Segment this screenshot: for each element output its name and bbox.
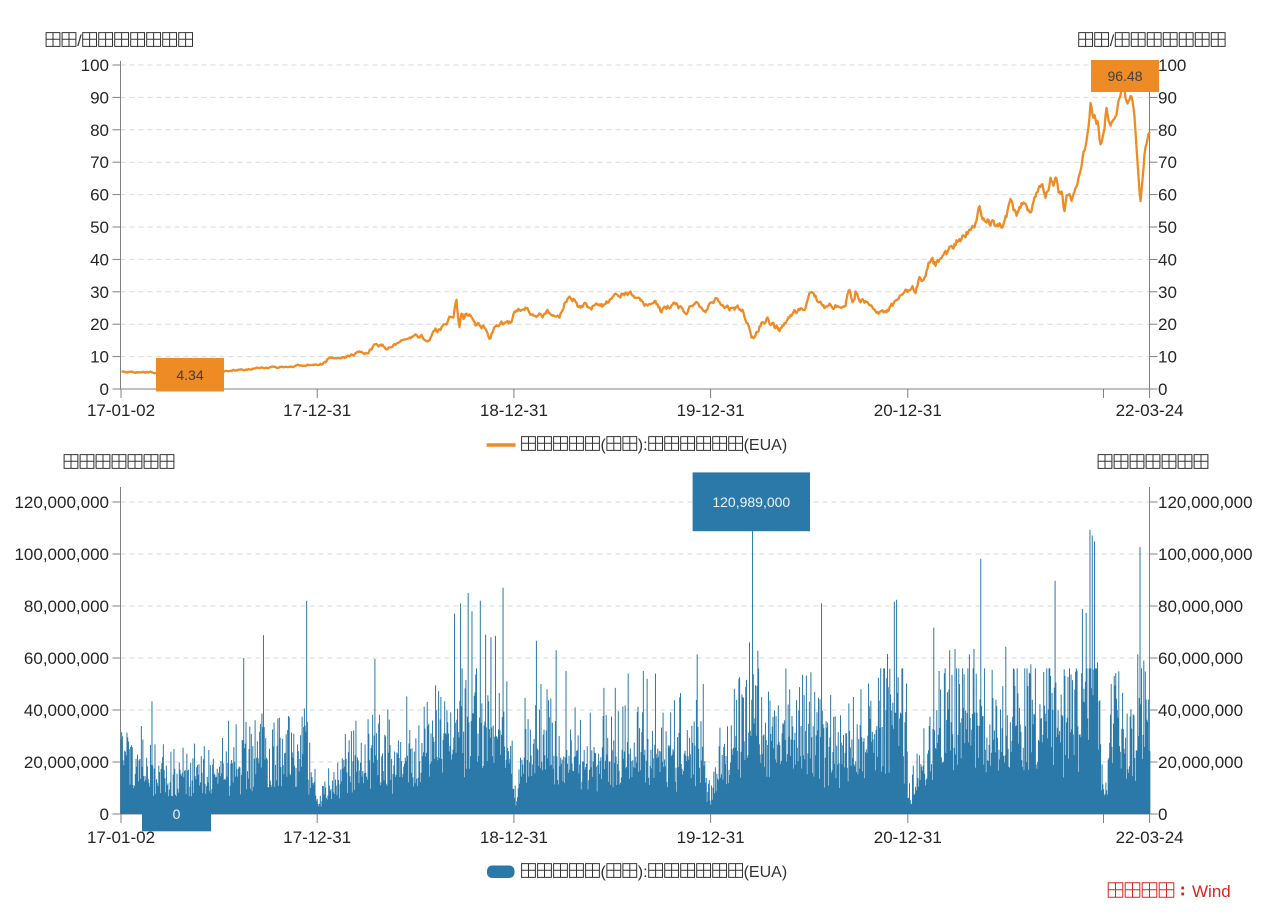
svg-text:0: 0 [100,380,109,399]
svg-text:10: 10 [90,348,109,367]
svg-text:(: ( [601,437,607,454]
svg-text:0: 0 [1158,805,1167,824]
svg-text:80,000,000: 80,000,000 [24,597,109,616]
svg-text:/: / [77,33,82,50]
svg-text:40,000,000: 40,000,000 [24,701,109,720]
svg-text:80,000,000: 80,000,000 [1158,597,1243,616]
svg-text:20: 20 [1158,315,1177,334]
svg-text:90: 90 [90,88,109,107]
svg-text:19-12-31: 19-12-31 [677,401,745,420]
svg-text:(EUA): (EUA) [744,437,788,454]
svg-text:17-12-31: 17-12-31 [283,401,351,420]
svg-text:):: ): [638,864,648,881]
svg-text:90: 90 [1158,88,1177,107]
svg-text:70: 70 [1158,153,1177,172]
svg-text:60: 60 [1158,186,1177,205]
svg-text:/: / [1110,33,1115,50]
svg-text:40: 40 [1158,250,1177,269]
svg-text:96.48: 96.48 [1107,68,1142,84]
svg-text:Wind: Wind [1192,882,1231,901]
svg-text:(: ( [601,864,607,881]
svg-text:17-01-02: 17-01-02 [87,401,155,420]
svg-text:20,000,000: 20,000,000 [24,753,109,772]
svg-text:60: 60 [90,186,109,205]
svg-text:120,000,000: 120,000,000 [1158,493,1253,512]
svg-text:22-03-24: 22-03-24 [1116,401,1184,420]
svg-text:100,000,000: 100,000,000 [14,545,109,564]
svg-text:17-12-31: 17-12-31 [283,828,351,847]
svg-text:20-12-31: 20-12-31 [874,401,942,420]
svg-text:18-12-31: 18-12-31 [480,828,548,847]
svg-text:30: 30 [1158,283,1177,302]
svg-text:120,989,000: 120,989,000 [712,494,790,510]
svg-text:100: 100 [1158,56,1186,75]
svg-text:80: 80 [1158,121,1177,140]
svg-text:80: 80 [90,121,109,140]
svg-text:):: ): [638,437,648,454]
svg-text:60,000,000: 60,000,000 [1158,649,1243,668]
svg-text:10: 10 [1158,348,1177,367]
svg-text:20,000,000: 20,000,000 [1158,753,1243,772]
svg-text:60,000,000: 60,000,000 [24,649,109,668]
svg-text:70: 70 [90,153,109,172]
svg-text:100: 100 [81,56,109,75]
svg-text:40,000,000: 40,000,000 [1158,701,1243,720]
svg-text:40: 40 [90,250,109,269]
svg-text:20: 20 [90,315,109,334]
svg-text:50: 50 [1158,218,1177,237]
svg-text:19-12-31: 19-12-31 [677,828,745,847]
svg-text:100,000,000: 100,000,000 [1158,545,1253,564]
svg-text:17-01-02: 17-01-02 [87,828,155,847]
svg-text:22-03-24: 22-03-24 [1116,828,1184,847]
svg-text:0: 0 [100,805,109,824]
svg-text:18-12-31: 18-12-31 [480,401,548,420]
svg-text:0: 0 [173,806,181,822]
svg-text:0: 0 [1158,380,1167,399]
svg-text:120,000,000: 120,000,000 [14,493,109,512]
svg-text:20-12-31: 20-12-31 [874,828,942,847]
svg-text:(EUA): (EUA) [744,864,788,881]
svg-text:50: 50 [90,218,109,237]
svg-text:4.34: 4.34 [176,367,203,383]
svg-text:30: 30 [90,283,109,302]
